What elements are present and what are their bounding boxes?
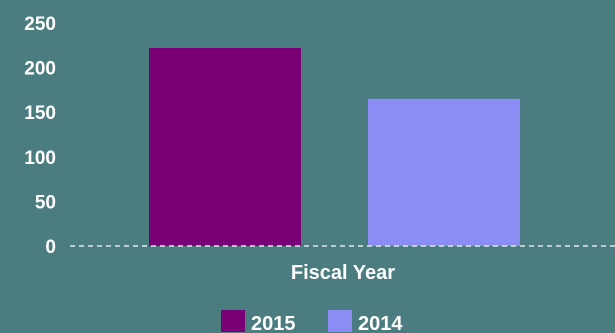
legend-label-2015: 2015 [251,313,296,333]
legend-label-2014: 2014 [358,313,403,333]
bar-2015 [149,47,301,247]
bar-2014 [368,98,520,246]
y-tick-label: 150 [24,103,56,124]
bars [149,47,520,247]
y-tick-label: 50 [35,192,56,213]
legend-swatch-2014 [328,310,352,332]
y-tick-label: 200 [24,59,56,80]
x-axis-title: Fiscal Year [291,262,395,284]
legend: 2015 2014 [221,310,403,333]
y-tick-label: 100 [24,148,56,169]
y-tick-label: 0 [45,237,56,258]
y-axis: 0 50 100 150 200 250 [24,14,56,258]
y-tick-label: 250 [24,14,56,35]
legend-swatch-2015 [221,310,245,332]
